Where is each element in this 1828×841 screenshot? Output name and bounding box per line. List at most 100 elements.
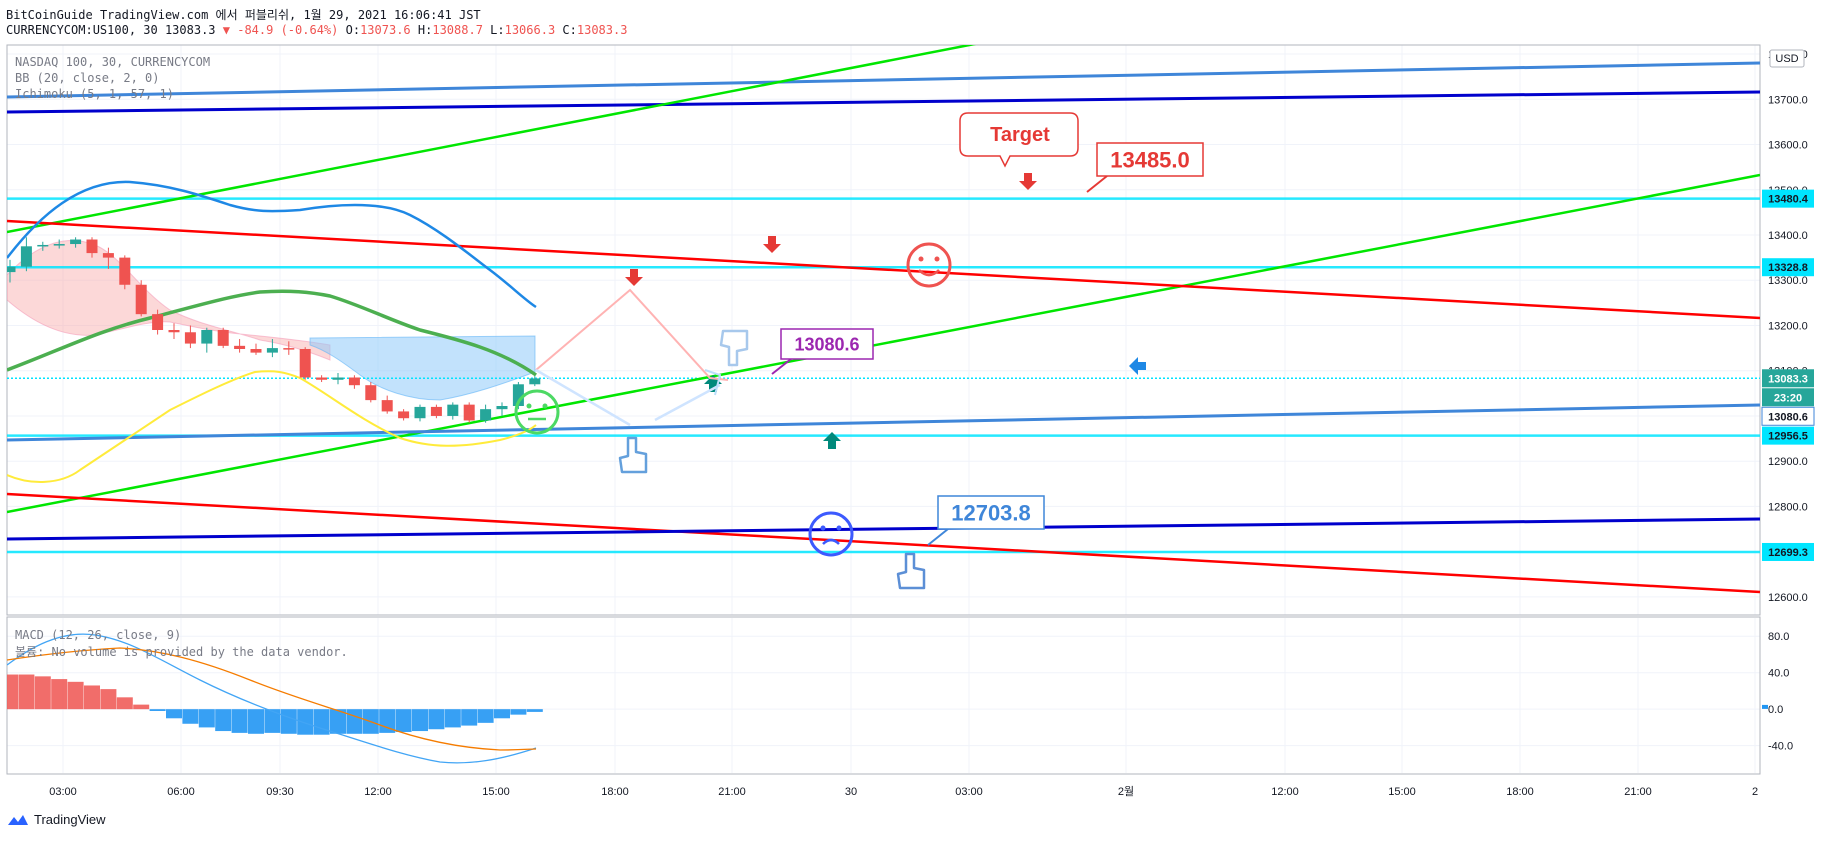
footer-brand[interactable]: TradingView (34, 812, 106, 827)
macd-histogram-bar (198, 709, 215, 728)
price-tick-label: 13300.0 (1768, 275, 1808, 287)
drawing-annotations[interactable]: Target 13485.0 13080.6 12703.8 (514, 112, 1204, 590)
price-tick-label: 13700.0 (1768, 94, 1808, 106)
candle-body (529, 378, 541, 385)
candle (332, 372, 344, 385)
macd-histogram-bar (346, 709, 363, 734)
candle-body (332, 377, 344, 380)
candle (184, 325, 196, 349)
ohlc-low: 13066.3 (504, 23, 556, 37)
support-price-callout-pointer (927, 528, 949, 546)
candle (529, 376, 541, 387)
candle (53, 239, 65, 249)
candle (430, 404, 442, 419)
time-tick-label: 2 (1752, 786, 1758, 798)
publisher-name[interactable]: BitCoinGuide (6, 8, 93, 22)
candle-body (119, 257, 131, 285)
hand-shape (719, 329, 749, 367)
trend-line (7, 45, 977, 234)
macd-histogram-bar (100, 689, 117, 710)
macd-histogram-bar (412, 709, 428, 732)
ichimoku-base-line (7, 289, 537, 377)
candle (119, 255, 131, 290)
target-text: Target (990, 124, 1050, 146)
candlestick-series (7, 237, 541, 423)
macd-histogram-bar (313, 709, 330, 735)
candle-body (430, 406, 442, 416)
tradingview-logo-icon (8, 814, 28, 825)
price-tick-label: 12600.0 (1768, 592, 1808, 604)
ohlc-close: 13083.3 (576, 23, 628, 37)
down-arrow-icon (763, 236, 781, 253)
face-eye (934, 256, 940, 262)
candle (348, 375, 360, 389)
candle (398, 409, 410, 421)
trend-lines[interactable] (7, 42, 1760, 594)
ohlc-open-label: O: (345, 23, 361, 37)
indicator-lines (7, 180, 537, 483)
face-mouth (918, 269, 940, 277)
legend-ichimoku[interactable]: Ichimoku (5, 1, 57, 1) (15, 87, 174, 101)
macd-tick-label: 40.0 (1768, 668, 1789, 680)
candle-body (348, 377, 360, 386)
macd-line (7, 633, 537, 764)
macd-histogram-bar (7, 674, 18, 710)
time-tick-label: 2월 (1118, 785, 1134, 798)
projection-path (704, 369, 722, 396)
time-tick-label: 21:00 (718, 786, 746, 798)
macd-histogram-bar (297, 709, 314, 735)
candle-body (414, 406, 426, 419)
face-eye (542, 403, 548, 409)
macd-histogram-bar (18, 674, 35, 710)
candle-body (135, 284, 147, 315)
up-arrow-icon-shape (704, 375, 722, 392)
macd-histogram-bar (428, 709, 445, 730)
candle (496, 402, 508, 416)
macd-histogram-bar (166, 709, 182, 719)
candle-body (250, 349, 262, 353)
macd-histogram-bar (526, 709, 543, 712)
trend-line (7, 90, 1760, 114)
cloud-bullish (309, 335, 536, 401)
macd-pane (7, 633, 543, 764)
candle (102, 247, 114, 269)
level-price-tag (1762, 258, 1814, 277)
projection-path (654, 383, 721, 422)
candle (217, 327, 229, 349)
grid-lines (7, 45, 1760, 773)
face-eye (918, 256, 924, 262)
macd-histogram-bar (149, 709, 166, 711)
axis-marker-text: 13083.3 (1768, 373, 1808, 385)
candle-body (496, 406, 508, 410)
symbol-line: CURRENCYCOM:US100, 30 13083.3 ▼ -84.9 (-… (6, 23, 627, 37)
time-tick-label: 12:00 (1271, 786, 1299, 798)
candle (365, 382, 377, 403)
candle (152, 309, 164, 335)
target-price-callout: 13485.0 (1086, 142, 1204, 193)
macd-histogram-bar (395, 709, 412, 732)
candle-body (480, 409, 492, 421)
candle-body (7, 266, 16, 273)
candle-body (398, 411, 410, 419)
candle (70, 237, 82, 248)
chart-header: BitCoinGuide TradingView.com 에서 퍼블리쉬, 1월… (0, 0, 1828, 44)
legend-symbol[interactable]: NASDAQ 100, 30, CURRENCYCOM (15, 55, 210, 69)
candle (463, 402, 475, 423)
up-arrow-icon-shape (823, 432, 841, 449)
time-tick-label: 03:00 (955, 786, 983, 798)
trend-line (7, 173, 1760, 514)
legend-bb[interactable]: BB (20, close, 2, 0) (15, 71, 160, 85)
legend-macd[interactable]: MACD (12, 26, close, 9) (15, 628, 181, 642)
currency-badge[interactable]: USD (1769, 49, 1805, 68)
price-tick-label: 13200.0 (1768, 320, 1808, 332)
candle (168, 323, 180, 340)
candle-body (70, 239, 82, 245)
macd-signal-line (7, 647, 537, 751)
bollinger-upper (7, 180, 537, 309)
candle (299, 347, 311, 380)
trend-line (7, 517, 1760, 541)
face-outline (514, 389, 560, 435)
pointing-hand-icon (618, 436, 648, 474)
time-axis[interactable]: 03:00 06:00 09:30 12:00 15:00 18:00 21:00 30 03:… (49, 785, 1758, 798)
